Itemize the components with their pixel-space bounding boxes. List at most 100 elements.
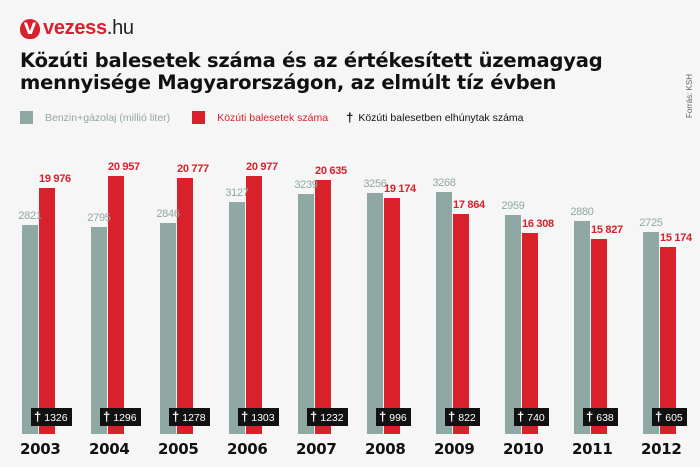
bar-accidents [522,233,538,434]
chart-legend: Benzin+gázolaj (millió liter) Közúti bal… [20,110,542,125]
deaths-badge: † 1232 [307,408,348,426]
bar-fuel [91,227,107,434]
value-label-accidents: 15 174 [660,232,692,244]
bar-fuel [229,202,245,434]
bar-accidents [660,247,676,434]
cross-icon: † [34,409,42,424]
bar-fuel [643,232,659,434]
bar-group-2010: 2959 16 308 † 740 2010 [501,0,565,467]
deaths-value: 1303 [251,412,275,424]
value-label-accidents: 20 777 [177,163,209,175]
bar-accidents [315,180,331,434]
bar-group-2003: 2821 19 976 † 1326 2003 [18,0,82,467]
year-label: 2006 [227,440,268,458]
deaths-value: 605 [665,412,683,424]
deaths-value: 822 [458,412,476,424]
deaths-badge: † 1303 [238,408,279,426]
deaths-badge: † 1326 [31,408,72,426]
cross-icon: † [379,409,387,424]
bar-accidents [384,198,400,434]
bar-fuel [160,223,176,434]
legend-item-accidents: Közúti balesetek száma [192,111,328,124]
brand-tld: .hu [106,17,134,39]
deaths-value: 638 [596,412,614,424]
deaths-value: 740 [527,412,545,424]
cross-icon: † [586,409,594,424]
value-label-accidents: 17 864 [453,199,485,211]
year-label: 2004 [89,440,130,458]
value-label-accidents: 19 174 [384,183,416,195]
bar-fuel [22,225,38,434]
legend-swatch-fuel [20,111,33,124]
year-label: 2009 [434,440,475,458]
deaths-badge: † 996 [376,408,411,426]
bar-group-2004: 2795 20 957 † 1296 2004 [87,0,151,467]
deaths-badge: † 605 [652,408,687,426]
value-label-accidents: 20 957 [108,161,140,173]
cross-icon: † [172,409,180,424]
deaths-value: 1296 [113,412,137,424]
value-label-fuel: 2880 [570,206,594,218]
year-label: 2011 [572,440,613,458]
legend-item-fuel: Benzin+gázolaj (millió liter) [20,111,170,124]
bar-accidents [177,178,193,434]
bar-accidents [39,188,55,434]
bar-accidents [453,214,469,434]
brand-logo[interactable]: V vezess.hu [20,17,134,40]
bar-fuel [367,193,383,434]
deaths-badge: † 638 [583,408,618,426]
bar-group-2009: 3268 17 864 † 822 2009 [432,0,496,467]
year-label: 2010 [503,440,544,458]
year-label: 2012 [641,440,682,458]
year-label: 2005 [158,440,199,458]
deaths-value: 1278 [182,412,206,424]
cross-icon: † [103,409,111,424]
cross-icon: † [346,110,354,125]
legend-label-deaths: Közúti balesetben elhúnytak száma [358,111,524,124]
brand-name: vezess.hu [43,17,134,40]
value-label-accidents: 16 308 [522,218,554,230]
deaths-badge: † 1278 [169,408,210,426]
deaths-badge: † 1296 [100,408,141,426]
value-label-accidents: 15 827 [591,224,623,236]
value-label-fuel: 3239 [294,179,318,191]
value-label-accidents: 20 977 [246,161,278,173]
value-label-fuel: 2795 [87,212,111,224]
legend-item-deaths: † Közúti balesetben elhúnytak száma [346,110,523,125]
value-label-accidents: 20 635 [315,165,347,177]
cross-icon: † [310,409,318,424]
cross-icon: † [448,409,456,424]
value-label-fuel: 3268 [432,177,456,189]
cross-icon: † [517,409,525,424]
value-label-fuel: 2846 [156,208,180,220]
bar-fuel [298,194,314,434]
bar-fuel [505,215,521,434]
year-label: 2008 [365,440,406,458]
bar-accidents [246,176,262,434]
cross-icon: † [655,409,663,424]
deaths-value: 1326 [44,412,68,424]
bar-group-2006: 3127 20 977 † 1303 2006 [225,0,289,467]
legend-label-fuel: Benzin+gázolaj (millió liter) [45,111,171,124]
value-label-fuel: 3127 [225,187,249,199]
value-label-fuel: 2821 [18,210,42,222]
deaths-badge: † 740 [514,408,549,426]
legend-swatch-accidents [192,111,206,124]
deaths-value: 1232 [320,412,344,424]
legend-label-accidents: Közúti balesetek száma [217,111,329,124]
cross-icon: † [241,409,249,424]
bar-accidents [108,176,124,434]
bar-group-2008: 3256 19 174 † 996 2008 [363,0,427,467]
year-label: 2007 [296,440,337,458]
value-label-fuel: 3256 [363,178,387,190]
chart-title: Közúti balesetek száma és az értékesítet… [20,49,603,94]
bar-group-2012: 2725 15 174 † 605 2012 [639,0,700,467]
brand-name-text: vezess [43,17,107,39]
logo-v-icon: V [20,18,40,39]
value-label-fuel: 2959 [501,200,525,212]
bar-fuel [436,192,452,434]
bar-group-2011: 2880 15 827 † 638 2011 [570,0,634,467]
deaths-value: 996 [389,412,407,424]
bar-group-2005: 2846 20 777 † 1278 2005 [156,0,220,467]
